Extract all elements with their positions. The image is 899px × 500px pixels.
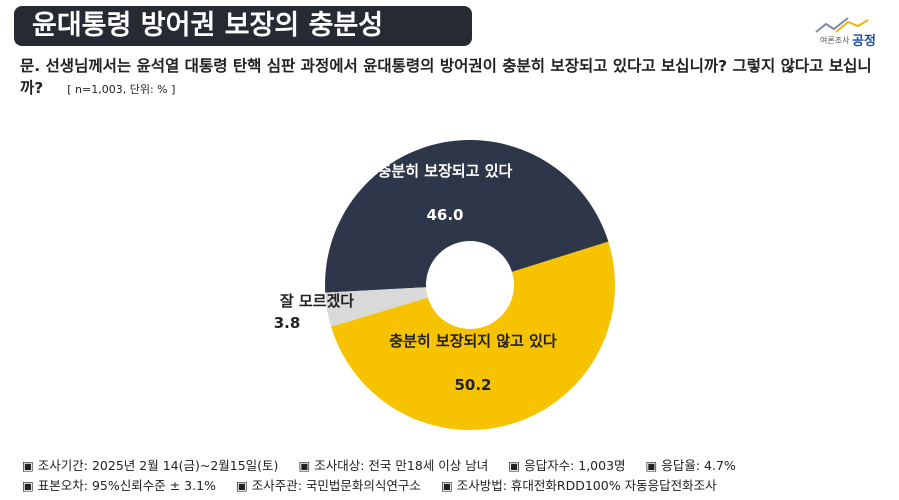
footer: 조사기간: 2025년 2월 14(금)~2월15일(토) 조사대상: 전국 만1… (22, 456, 756, 496)
note: [ n=1,003, 단위: % ] (67, 83, 176, 96)
value-label: 50.2 (454, 376, 492, 394)
segment-label: 잘 모르겠다 (279, 292, 355, 310)
footer-row: 조사기간: 2025년 2월 14(금)~2월15일(토) 조사대상: 전국 만1… (22, 456, 756, 476)
footer-item: 조사방법: 휴대전화RDD100% 자동응답전화조사 (441, 478, 717, 493)
footer-item: 응답율: 4.7% (646, 458, 736, 473)
question-text: 문. 선생님께서는 윤석열 대통령 탄핵 심판 과정에서 윤대통령의 방어권이 … (20, 57, 872, 97)
donut-segment (331, 241, 616, 431)
value-label: 3.8 (273, 314, 301, 332)
logo-small: 여론조사 (820, 36, 850, 45)
donut-segment (325, 140, 609, 293)
logo: 여론조사 공정 (812, 16, 882, 50)
footer-item: 조사대상: 전국 만18세 이상 남녀 (298, 458, 488, 473)
footer-item: 조사기간: 2025년 2월 14(금)~2월15일(토) (22, 458, 278, 473)
footer-item: 표본오차: 95%신뢰수준 ± 3.1% (22, 478, 216, 493)
value-label: 46.0 (426, 206, 464, 224)
footer-item: 응답자수: 1,003명 (508, 458, 625, 473)
footer-row: 표본오차: 95%신뢰수준 ± 3.1% 조사주관: 국민법문화의식연구소 조사방법… (22, 476, 756, 496)
logo-main: 공정 (852, 34, 876, 49)
title: 윤대통령 방어권 보장의 충분성 (14, 6, 472, 46)
segment-label: 충분히 보장되고 있다 (377, 162, 513, 180)
donut-segment (325, 287, 428, 327)
question: 문. 선생님께서는 윤석열 대통령 탄핵 심판 과정에서 윤대통령의 방어권이 … (20, 55, 885, 101)
footer-item: 조사주관: 국민법문화의식연구소 (236, 478, 421, 493)
segment-label: 충분히 보장되지 않고 있다 (389, 332, 557, 350)
logo-icon (815, 17, 869, 33)
